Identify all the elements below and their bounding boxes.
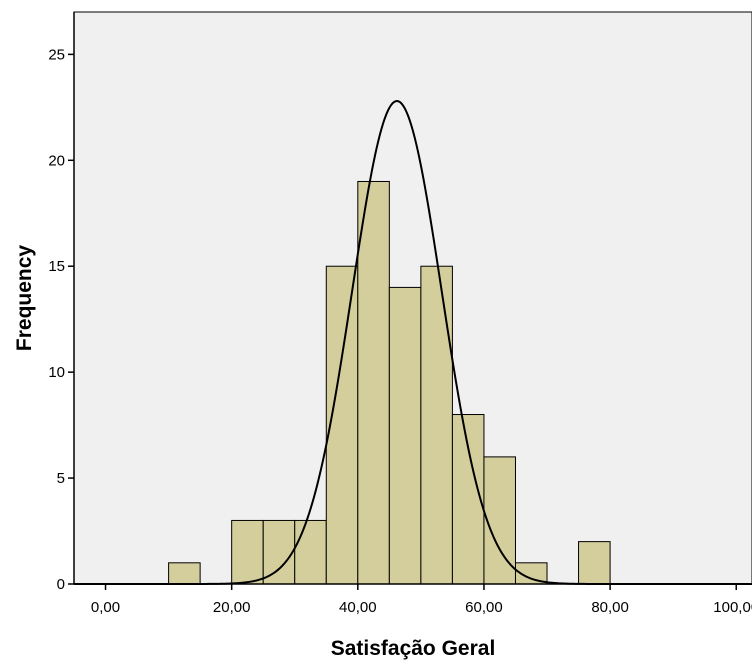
histogram-bar-4 xyxy=(325,265,359,585)
histogram-bar-0 xyxy=(168,562,201,585)
y-tick-label-5: 5 xyxy=(57,470,65,487)
histogram-bar-7 xyxy=(420,265,453,585)
axes xyxy=(73,12,752,585)
y-tick-label-10: 10 xyxy=(48,364,65,381)
y-tick-label-0: 0 xyxy=(57,576,65,593)
histogram-bar-8 xyxy=(451,414,485,585)
x-axis-title: Satisfação Geral xyxy=(331,637,496,660)
y-tick-label-15: 15 xyxy=(48,258,65,275)
x-tick-label-60: 60,00 xyxy=(465,599,503,616)
histogram-bar-1 xyxy=(231,519,264,585)
histogram-bar-11 xyxy=(578,541,611,585)
y-tick-label-20: 20 xyxy=(48,152,65,169)
histogram-bar-3 xyxy=(294,519,327,585)
y-tick-label-25: 25 xyxy=(48,46,65,63)
x-tick-label-20: 20,00 xyxy=(213,599,251,616)
histogram-bar-5 xyxy=(357,180,390,585)
y-axis-title: Frequency xyxy=(13,245,36,352)
tick-labels: 0 5 10 15 20 25 0,00 20,00 40,00 60,00 80,00 100,00 xyxy=(48,46,752,616)
x-tick-label-80: 80,00 xyxy=(591,599,629,616)
x-tick-label-40: 40,00 xyxy=(339,599,377,616)
histogram-bar-6 xyxy=(388,286,422,585)
x-tick-label-0: 0,00 xyxy=(91,599,120,616)
x-tick-label-100: 100,00 xyxy=(713,599,752,616)
bars xyxy=(168,180,611,585)
histogram-bar-2 xyxy=(262,519,296,585)
